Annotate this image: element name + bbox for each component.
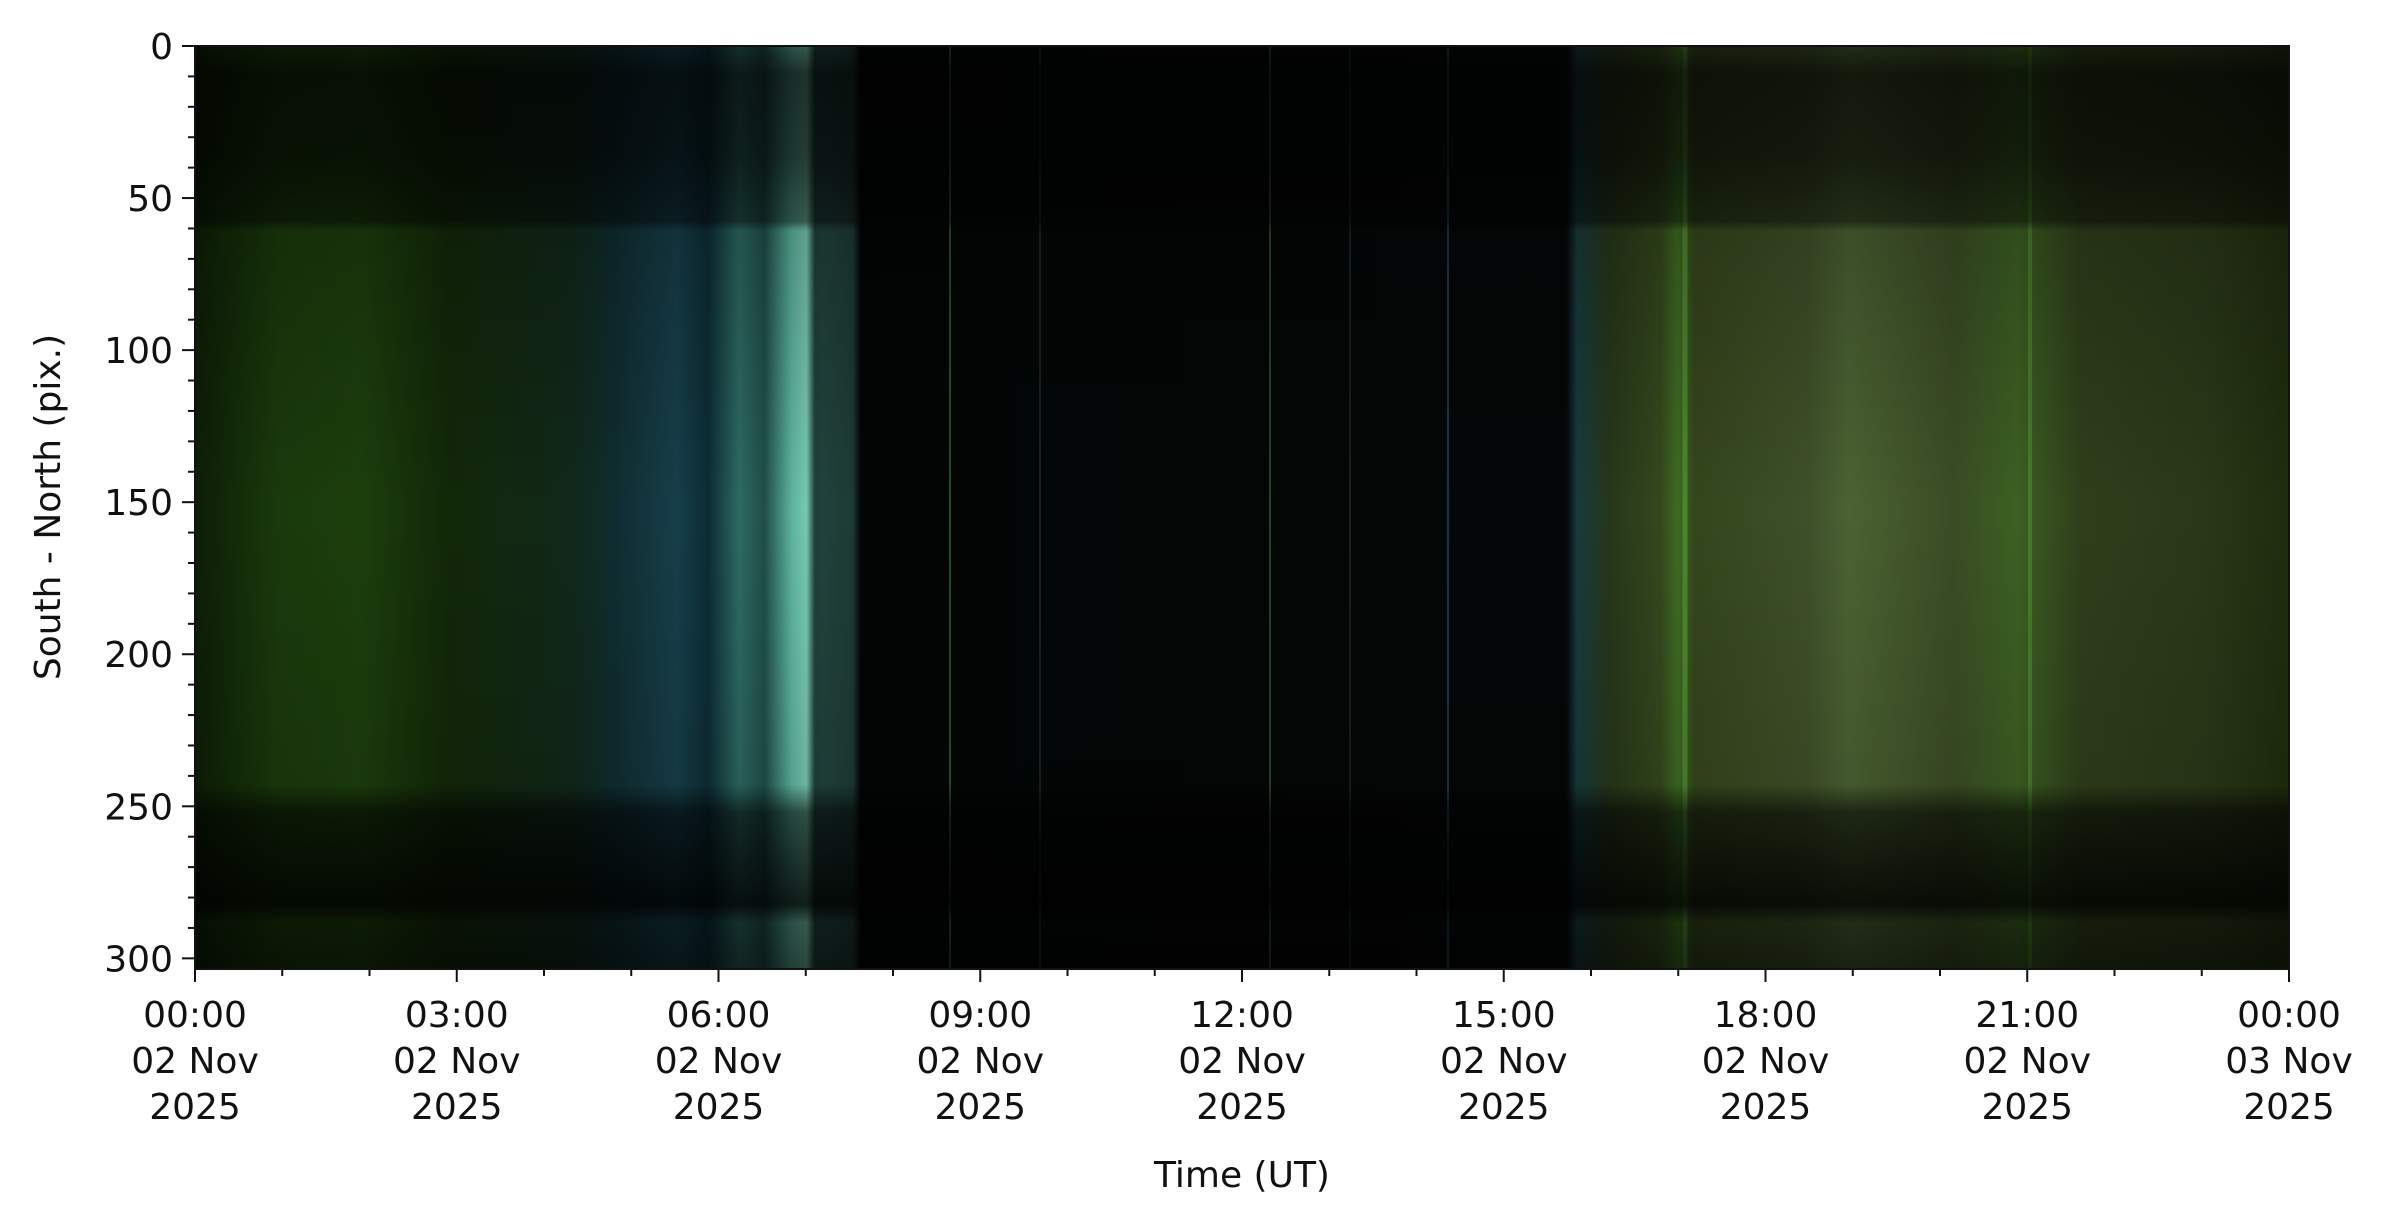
- x-tick-label: 21:00: [1975, 995, 2079, 1036]
- keogram: [194, 45, 2290, 970]
- keogram-shading: [195, 46, 2289, 969]
- x-tick-label: 02 Nov: [131, 1041, 259, 1082]
- x-tick-label: 00:00: [2237, 995, 2341, 1036]
- x-tick-label: 06:00: [667, 995, 771, 1036]
- y-axis-label: South - North (pix.): [28, 334, 69, 680]
- x-tick-label: 02 Nov: [916, 1041, 1044, 1082]
- x-tick-label: 18:00: [1714, 995, 1818, 1036]
- x-tick-label: 02 Nov: [1702, 1041, 1830, 1082]
- x-tick-label: 02 Nov: [1178, 1041, 1306, 1082]
- y-tick-label: 250: [104, 787, 173, 828]
- y-tick-label: 150: [104, 483, 173, 524]
- x-tick-label: 2025: [1458, 1087, 1550, 1128]
- x-tick-label: 03:00: [405, 995, 509, 1036]
- x-tick-label: 02 Nov: [1963, 1041, 2091, 1082]
- y-tick-label: 50: [127, 179, 173, 220]
- x-tick-label: 02 Nov: [1440, 1041, 1568, 1082]
- x-tick-label: 12:00: [1190, 995, 1294, 1036]
- x-tick-label: 15:00: [1452, 995, 1556, 1036]
- y-tick-label: 100: [104, 331, 173, 372]
- x-tick-label: 02 Nov: [393, 1041, 521, 1082]
- x-tick-label: 09:00: [928, 995, 1032, 1036]
- x-axis-label: Time (UT): [1153, 1155, 1330, 1196]
- x-tick-label: 2025: [1720, 1087, 1812, 1128]
- x-tick-label: 02 Nov: [655, 1041, 783, 1082]
- x-tick-label: 2025: [1981, 1087, 2073, 1128]
- x-tick-label: 2025: [2243, 1087, 2335, 1128]
- y-tick-label: 300: [104, 939, 173, 980]
- x-tick-label: 2025: [673, 1087, 765, 1128]
- y-tick-label: 200: [104, 635, 173, 676]
- x-tick-label: 00:00: [143, 995, 247, 1036]
- y-tick-label: 0: [150, 27, 173, 68]
- x-tick-label: 2025: [149, 1087, 241, 1128]
- x-tick-label: 03 Nov: [2225, 1041, 2353, 1082]
- x-tick-label: 2025: [934, 1087, 1026, 1128]
- x-tick-label: 2025: [411, 1087, 503, 1128]
- x-tick-label: 2025: [1196, 1087, 1288, 1128]
